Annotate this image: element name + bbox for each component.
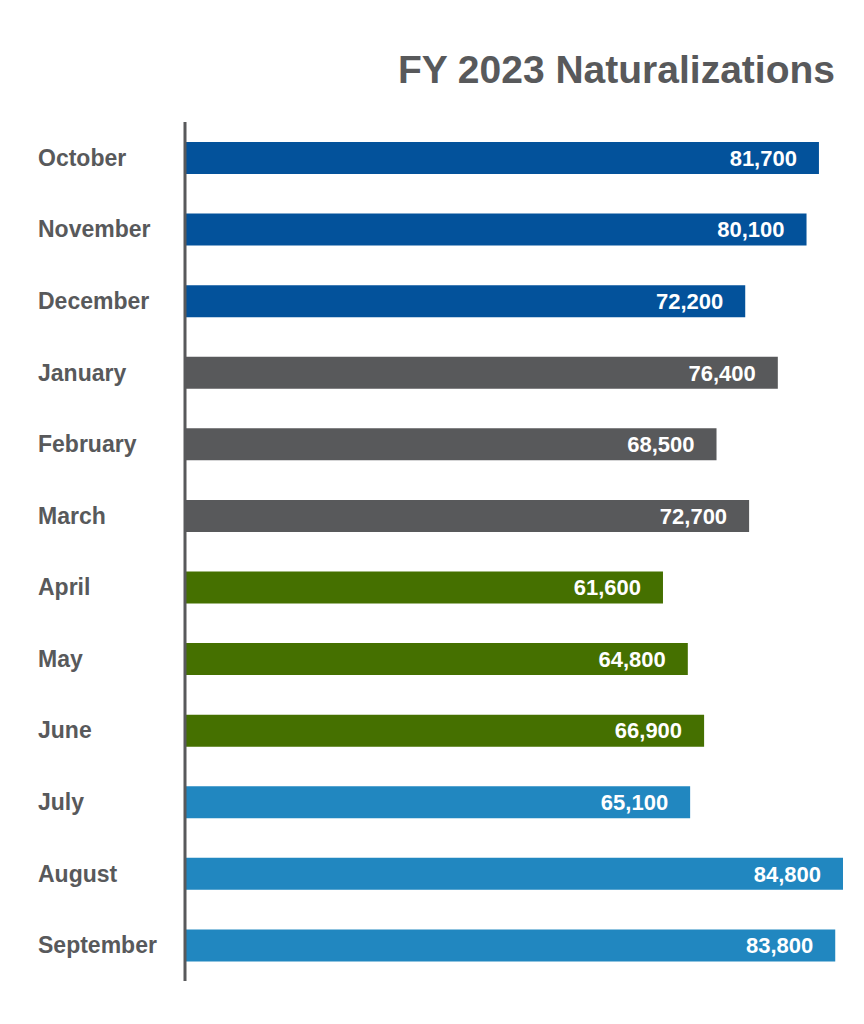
svg-text:March: March (38, 503, 106, 529)
svg-text:81,700: 81,700 (730, 146, 797, 171)
html-text:FY 2023 Naturalizations: FY 2023 Naturalizations (397, 48, 835, 91)
svg-text:72,700: 72,700 (660, 504, 727, 529)
svg-text:76,400: 76,400 (689, 361, 756, 386)
svg-text:68,500: 68,500 (627, 432, 694, 457)
svg-text:61,600: 61,600 (574, 575, 641, 600)
svg-text:November: November (38, 216, 151, 242)
svg-text:June: June (38, 717, 92, 743)
svg-text:October: October (38, 145, 126, 171)
svg-text:64,800: 64,800 (599, 647, 666, 672)
svg-text:80,100: 80,100 (717, 217, 784, 242)
svg-text:65,100: 65,100 (601, 790, 668, 815)
svg-text:April: April (38, 574, 90, 600)
svg-text:August: August (38, 861, 118, 887)
svg-text:January: January (38, 360, 126, 386)
svg-text:84,800: 84,800 (754, 862, 821, 887)
svg-text:83,800: 83,800 (746, 933, 813, 958)
svg-text:May: May (38, 646, 83, 672)
svg-text:December: December (38, 288, 149, 314)
svg-text:September: September (38, 932, 157, 958)
svg-text:72,200: 72,200 (656, 289, 723, 314)
svg-text:February: February (38, 431, 137, 457)
svg-text:July: July (38, 789, 84, 815)
svg-text:66,900: 66,900 (615, 718, 682, 743)
